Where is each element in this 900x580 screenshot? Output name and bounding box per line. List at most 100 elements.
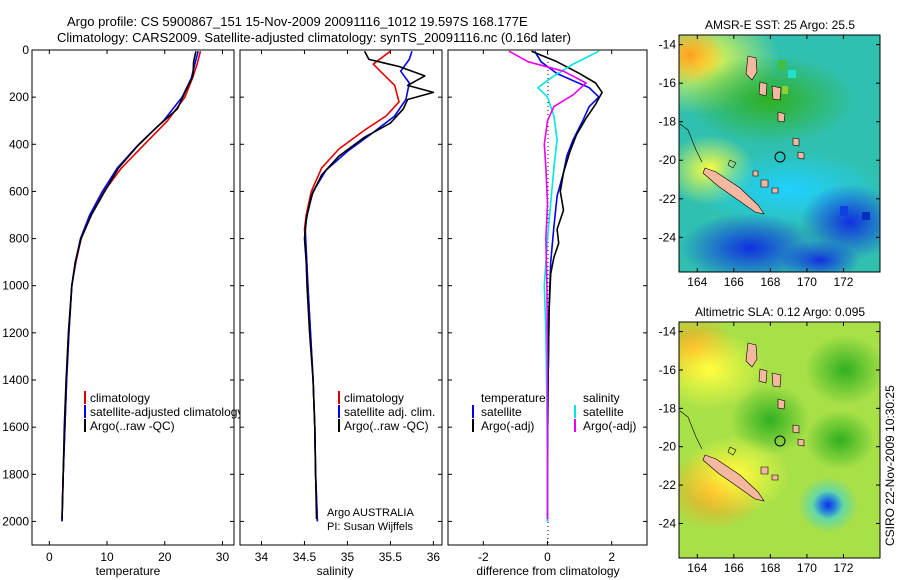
salinity-x-axis: 34 34.5 35 35.5 36 bbox=[255, 50, 441, 564]
latitude-tick-label: -24 bbox=[659, 230, 677, 244]
sla-map-ticks: 164 166 168 170 172 -14 -16 -18 -20 -22 -24 bbox=[659, 322, 880, 575]
x-tick-label: 30 bbox=[216, 550, 230, 564]
longitude-tick-label: 170 bbox=[797, 275, 817, 289]
legend-label-satellite: satellite adj. clim. bbox=[344, 405, 435, 419]
loyalty-island bbox=[760, 179, 769, 188]
reef-outline bbox=[679, 123, 703, 163]
sst-heatmap bbox=[679, 35, 880, 272]
salinity-xlabel: salinity bbox=[317, 564, 354, 578]
sla-green-patch-northeast bbox=[805, 335, 880, 405]
vanuatu-island bbox=[745, 342, 758, 368]
sst-pixel-block bbox=[782, 86, 788, 94]
sst-green-patch bbox=[685, 55, 855, 145]
x-tick-label: 34.5 bbox=[293, 550, 317, 564]
reef-outline bbox=[679, 410, 703, 450]
sst-pixel-block bbox=[778, 60, 786, 70]
temperature-x-axis: 0 10 20 30 bbox=[46, 50, 229, 564]
temperature-legend: climatology satellite-adjusted climatolo… bbox=[84, 391, 243, 433]
vanuatu-island bbox=[777, 398, 786, 410]
legend-label-temp-satellite: satellite bbox=[481, 405, 522, 419]
difference-legend: temperature satellite Argo(-adj) salinit… bbox=[472, 391, 636, 433]
x-tick-label: -2 bbox=[478, 550, 489, 564]
difference-lines bbox=[508, 50, 603, 522]
x-tick-label: 36 bbox=[427, 550, 441, 564]
series-line-salinity-satellite bbox=[537, 50, 600, 522]
longitude-tick-label: 172 bbox=[833, 275, 853, 289]
sst-land bbox=[679, 55, 805, 215]
y-tick-label: 800 bbox=[9, 232, 29, 246]
vanuatu-island bbox=[771, 372, 782, 388]
legend-label-argo: Argo(..raw -QC) bbox=[90, 419, 175, 433]
latitude-tick-label: -18 bbox=[659, 401, 677, 415]
latitude-tick-label: -20 bbox=[659, 440, 677, 454]
x-tick-label: 10 bbox=[100, 550, 114, 564]
y-tick-label: 600 bbox=[9, 184, 29, 198]
figure-title-line2: Climatology: CARS2009. Satellite-adjuste… bbox=[57, 30, 571, 45]
credit-timestamp: CSIRO 22-Nov-2009 10:30:25 bbox=[883, 385, 897, 546]
y-tick-label: 0 bbox=[22, 43, 29, 57]
vanuatu-island bbox=[792, 137, 800, 147]
vanuatu-island bbox=[797, 151, 805, 160]
sst-cold-patch-south bbox=[780, 240, 860, 272]
loyalty-island bbox=[752, 170, 759, 177]
difference-x-axis: -2 0 2 bbox=[478, 50, 615, 564]
series-line-temperature-argo-adj bbox=[531, 50, 603, 520]
legend-title-salinity: salinity bbox=[583, 391, 620, 405]
vanuatu-island bbox=[758, 368, 768, 384]
loyalty-island bbox=[760, 466, 769, 475]
temperature-panel: 0 200 400 600 800 1000 1200 1400 1600 1800 2000 0 1… bbox=[2, 43, 243, 578]
latitude-tick-label: -16 bbox=[659, 76, 677, 90]
legend-label-climatology: climatology bbox=[90, 391, 150, 405]
x-tick-label: 35 bbox=[341, 550, 355, 564]
temperature-xlabel: temperature bbox=[96, 564, 161, 578]
vanuatu-island bbox=[797, 438, 805, 447]
x-tick-label: 0 bbox=[544, 550, 551, 564]
sla-map-title: Altimetric SLA: 0.12 Argo: 0.095 bbox=[695, 305, 865, 319]
difference-xlabel: difference from climatology bbox=[476, 564, 619, 578]
loyalty-island bbox=[771, 474, 779, 481]
salinity-axes bbox=[239, 49, 443, 546]
sst-pixel-block bbox=[862, 212, 870, 220]
y-tick-label: 200 bbox=[9, 90, 29, 104]
legend-label-sal-argo: Argo(-adj) bbox=[583, 419, 636, 433]
temperature-axes bbox=[31, 49, 235, 546]
latitude-tick-label: -20 bbox=[659, 153, 677, 167]
salinity-legend: climatology satellite adj. clim. Argo(..… bbox=[338, 391, 435, 433]
temperature-lines bbox=[61, 50, 202, 522]
latitude-tick-label: -16 bbox=[659, 363, 677, 377]
sla-land bbox=[679, 342, 805, 502]
vanuatu-island bbox=[771, 85, 782, 101]
sla-argo-position-marker bbox=[774, 435, 786, 447]
sst-argo-position-marker bbox=[774, 151, 786, 163]
legend-label-sal-satellite: satellite bbox=[583, 405, 624, 419]
longitude-tick-label: 164 bbox=[687, 275, 707, 289]
x-tick-label: 2 bbox=[608, 550, 615, 564]
latitude-tick-label: -22 bbox=[659, 478, 677, 492]
legend-label-climatology: climatology bbox=[344, 391, 404, 405]
latitude-tick-label: -22 bbox=[659, 192, 677, 206]
reef-outline bbox=[727, 446, 737, 456]
y-tick-label: 400 bbox=[9, 137, 29, 151]
legend-label-temp-argo: Argo(-adj) bbox=[481, 419, 534, 433]
loyalty-island bbox=[771, 187, 779, 194]
difference-panel: -2 0 2 difference from climatology tempera… bbox=[447, 49, 648, 578]
y-tick-label: 1800 bbox=[2, 467, 29, 481]
legend-label-argo: Argo(..raw -QC) bbox=[344, 419, 429, 433]
x-tick-label: 20 bbox=[158, 550, 172, 564]
salinity-panel: 34 34.5 35 35.5 36 salinity climatology sate… bbox=[239, 49, 443, 578]
y-tick-label: 2000 bbox=[2, 514, 29, 528]
sst-map-ticks: 164 166 168 170 172 -14 -16 -18 -20 -22 -24 bbox=[659, 35, 880, 289]
longitude-tick-label: 172 bbox=[833, 561, 853, 575]
y-tick-label: 1200 bbox=[2, 326, 29, 340]
vanuatu-island bbox=[758, 81, 768, 97]
longitude-tick-label: 166 bbox=[724, 561, 744, 575]
y-tick-label: 1000 bbox=[2, 279, 29, 293]
longitude-tick-label: 166 bbox=[724, 275, 744, 289]
argo-pi-label: PI: Susan Wijffels bbox=[327, 521, 413, 533]
latitude-tick-label: -14 bbox=[659, 38, 677, 52]
series-line-salinity-argo-adj bbox=[508, 50, 587, 520]
vanuatu-island bbox=[792, 424, 800, 434]
latitude-tick-label: -24 bbox=[659, 516, 677, 530]
depth-axis: 0 200 400 600 800 1000 1200 1400 1600 1800 2000 bbox=[2, 43, 234, 528]
